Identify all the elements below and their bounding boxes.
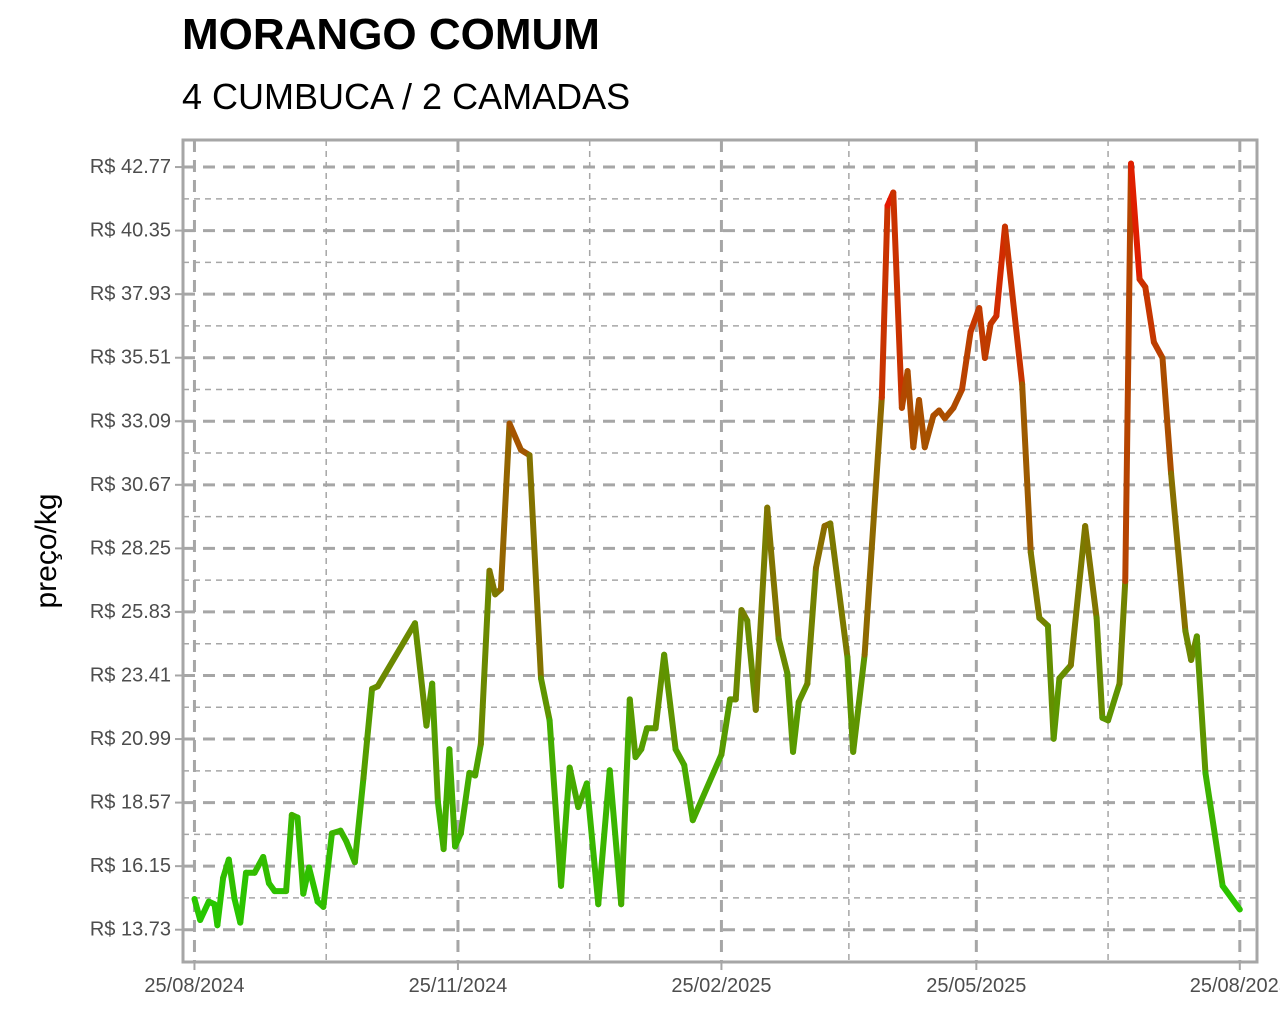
price-line-segment xyxy=(472,741,484,779)
price-line-segment xyxy=(790,699,802,755)
price-line-segment xyxy=(1019,381,1034,556)
price-line-segment xyxy=(804,565,819,687)
price-line-segment xyxy=(497,420,513,593)
chart-subtitle: 4 CUMBUCA / 2 CAMADAS xyxy=(182,76,631,117)
price-line-segment xyxy=(411,620,430,729)
price-line-segment xyxy=(1122,160,1134,585)
price-line-segment xyxy=(878,202,891,401)
price-line-segment xyxy=(306,864,321,905)
price-line-segment xyxy=(718,696,734,758)
price-line-segment xyxy=(959,328,974,393)
price-series xyxy=(191,160,1243,929)
price-line-segment xyxy=(320,830,335,910)
price-line-segment xyxy=(1159,354,1175,477)
price-line-segment xyxy=(477,567,493,748)
x-tick-label: 25/11/2024 xyxy=(409,975,508,997)
price-line-segment xyxy=(351,775,367,866)
y-tick-label: R$ 25.83 xyxy=(90,601,171,623)
price-line-segment xyxy=(689,751,725,824)
chart-title: MORANGO COMUM xyxy=(182,10,600,59)
y-tick-label: R$ 23.41 xyxy=(90,664,171,686)
price-line-segment xyxy=(1001,223,1026,388)
price-line-segment xyxy=(618,696,633,908)
price-line-segment xyxy=(950,386,966,411)
grid xyxy=(183,140,1257,963)
price-line-segment xyxy=(214,874,227,929)
price-line-segment xyxy=(1105,680,1123,724)
price-line-segment xyxy=(1142,284,1157,346)
x-tick-label: 25/05/2025 xyxy=(926,975,1026,997)
price-line-segment xyxy=(993,223,1008,319)
price-line-segment xyxy=(546,717,565,889)
y-tick-label: R$ 35.51 xyxy=(90,347,171,369)
price-line-segment xyxy=(861,394,885,658)
price-line-segment xyxy=(1082,523,1100,621)
price-line-segment xyxy=(1116,578,1129,687)
price-line-segment xyxy=(1127,160,1143,283)
y-tick-label: R$ 30.67 xyxy=(90,474,171,496)
price-line-segment xyxy=(638,725,650,753)
price-line-segment xyxy=(681,762,696,824)
y-tick-label: R$ 40.35 xyxy=(90,220,171,242)
price-line-segment xyxy=(1168,470,1189,635)
price-line-segment xyxy=(446,746,459,850)
price-line-segment xyxy=(583,780,602,908)
y-axis: R$ 13.73 R$ 16.15 R$ 18.57 R$ 20.99 R$ 23.41… xyxy=(90,156,183,941)
price-line-segment xyxy=(197,898,212,923)
y-tick-label: R$ 20.99 xyxy=(90,728,171,750)
price-line-segment xyxy=(237,869,250,926)
price-line-segment xyxy=(626,696,639,761)
price-line-segment xyxy=(1219,882,1243,913)
price-line-segment xyxy=(486,567,499,598)
price-line-segment xyxy=(661,651,679,753)
price-line-segment xyxy=(506,420,524,453)
price-line-segment xyxy=(1202,769,1226,889)
price-line-segment xyxy=(812,523,828,572)
price-line-segment xyxy=(827,520,851,661)
price-line-segment xyxy=(566,764,582,811)
x-tick-label: 25/08/2024 xyxy=(144,975,244,997)
price-line-segment xyxy=(260,853,272,887)
price-line-segment xyxy=(294,814,307,897)
price-line-segment xyxy=(981,320,994,361)
price-line-segment xyxy=(732,607,745,703)
price-line-segment xyxy=(283,811,295,895)
price-line-segment xyxy=(764,504,782,642)
price-line-segment xyxy=(374,620,418,690)
y-tick-label: R$ 33.09 xyxy=(90,410,171,432)
y-tick-label: R$ 13.73 xyxy=(90,919,171,941)
price-line-segment xyxy=(921,412,937,451)
price-line-segment xyxy=(538,675,553,724)
panel-border xyxy=(181,138,1259,964)
price-line-segment xyxy=(225,856,238,902)
price-line-segment xyxy=(752,504,771,713)
y-axis-title: preço/kg xyxy=(30,493,63,608)
price-line-segment xyxy=(1193,633,1209,776)
y-tick-label: R$ 16.15 xyxy=(90,855,171,877)
price-line-segment xyxy=(1027,549,1043,621)
y-tick-label: R$ 42.77 xyxy=(90,156,171,178)
price-line-segment xyxy=(775,635,791,677)
price-line-segment xyxy=(526,452,544,682)
y-tick-label: R$ 37.93 xyxy=(90,283,171,305)
price-line-segment xyxy=(890,189,905,411)
price-line-segment xyxy=(1093,614,1106,721)
price-line-segment xyxy=(1050,675,1063,742)
price-line-segment xyxy=(429,680,441,805)
x-tick-label: 25/02/2025 xyxy=(671,975,771,997)
x-tick-label: 25/08/2025 xyxy=(1190,975,1280,997)
y-tick-label: R$ 28.25 xyxy=(90,537,171,559)
price-line-segment xyxy=(558,764,573,889)
price-line-segment xyxy=(457,769,473,837)
price-line-segment xyxy=(360,685,376,782)
y-tick-label: R$ 18.57 xyxy=(90,792,171,814)
x-axis: 25/08/2024 25/11/2024 25/02/2025 25/05/2025… xyxy=(144,962,1280,997)
price-line-segment xyxy=(1067,523,1089,669)
price-line-segment xyxy=(795,680,811,706)
price-line-segment xyxy=(595,767,613,908)
price-line-segment xyxy=(850,651,868,755)
